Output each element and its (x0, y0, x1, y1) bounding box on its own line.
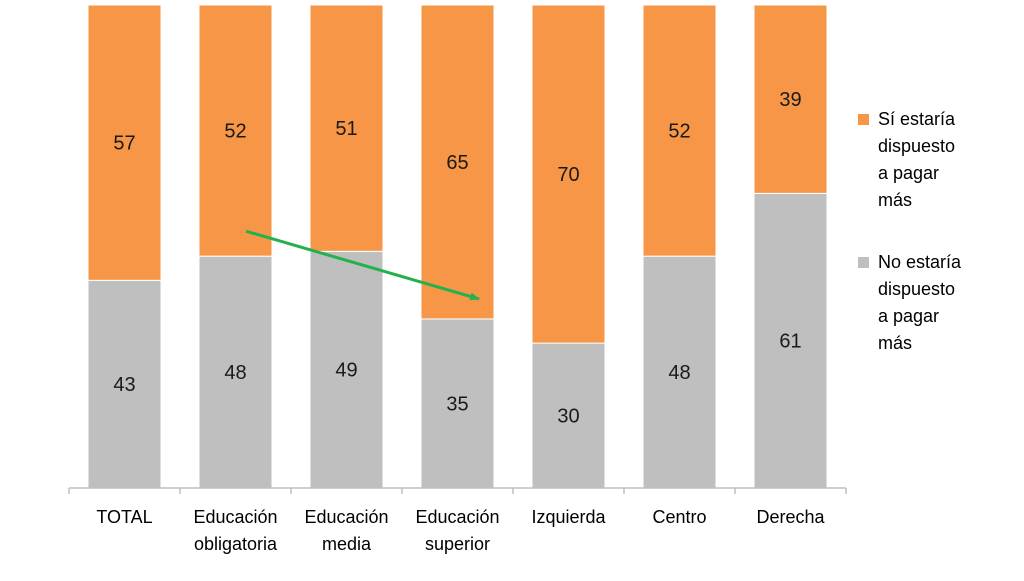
legend-swatch-si (858, 114, 869, 125)
bar-segment-no-izquierda (531, 342, 606, 489)
x-tick-label-educacion-media: Educación media (304, 507, 388, 554)
x-axis: TOTAL Educación obligatoria Educación media E… (68, 487, 847, 554)
bar-segment-si-derecha (753, 4, 828, 194)
data-label-si-educacion-obligatoria: 52 (224, 121, 246, 143)
legend: Sí estaría dispuesto a pagar más No esta… (858, 106, 1018, 356)
bar-segment-si-centro (642, 4, 717, 257)
legend-label-line: dispuesto (878, 136, 956, 156)
bar-segment-no-total (87, 279, 162, 489)
data-label-no-derecha: 61 (779, 331, 801, 353)
legend-label-line: más (878, 333, 913, 353)
data-label-si-centro: 52 (668, 121, 690, 143)
data-label-no-centro: 48 (668, 362, 690, 384)
trend-arrow (245, 229, 480, 301)
bar-segment-no-educacion-superior (420, 318, 495, 489)
legend-label-line: No estaría (878, 252, 962, 272)
legend-label-no: No estaría dispuesto a pagar más (878, 249, 988, 357)
data-label-si-educacion-superior: 65 (446, 152, 468, 174)
data-label-si-educacion-media: 51 (335, 118, 357, 140)
bar-segment-si-educacion-superior (420, 4, 495, 320)
x-tick-label-centro: Centro (652, 507, 706, 527)
legend-label-si: Sí estaría dispuesto a pagar más (878, 106, 988, 214)
legend-label-line: más (878, 190, 913, 210)
x-tick-label-derecha: Derecha (756, 507, 825, 527)
data-label-si-derecha: 39 (779, 89, 801, 111)
bar-segment-si-izquierda (531, 4, 606, 344)
bar-segment-no-educacion-obligatoria (198, 255, 273, 489)
annotation-layer (245, 229, 480, 301)
legend-label-line: dispuesto (878, 279, 956, 299)
bar-segment-si-educacion-media (309, 4, 384, 252)
bar-segment-no-centro (642, 255, 717, 489)
x-tick-label-total: TOTAL (96, 507, 152, 527)
data-label-no-educacion-media: 49 (335, 360, 357, 382)
x-tick-label-educacion-obligatoria: Educación obligatoria (193, 507, 278, 554)
data-label-si-izquierda: 70 (557, 164, 579, 186)
legend-swatch-no (858, 257, 869, 268)
legend-label-line: Sí estaría (878, 109, 956, 129)
legend-label-line: a pagar (878, 306, 940, 326)
data-label-no-educacion-superior: 35 (446, 393, 468, 415)
bars-layer: 43 57 48 52 49 51 35 65 30 70 48 52 61 39 (87, 4, 828, 489)
data-label-no-total: 43 (113, 374, 135, 396)
legend-label-line: a pagar (878, 163, 940, 183)
data-label-no-educacion-obligatoria: 48 (224, 362, 246, 384)
bar-segment-no-derecha (753, 192, 828, 489)
x-tick-label-izquierda: Izquierda (531, 507, 606, 527)
bar-segment-si-educacion-obligatoria (198, 4, 273, 257)
data-label-no-izquierda: 30 (557, 406, 579, 428)
bar-segment-si-total (87, 4, 162, 281)
x-tick-label-educacion-superior: Educación superior (415, 507, 499, 554)
data-label-si-total: 57 (113, 133, 135, 155)
bar-segment-no-educacion-media (309, 250, 384, 489)
